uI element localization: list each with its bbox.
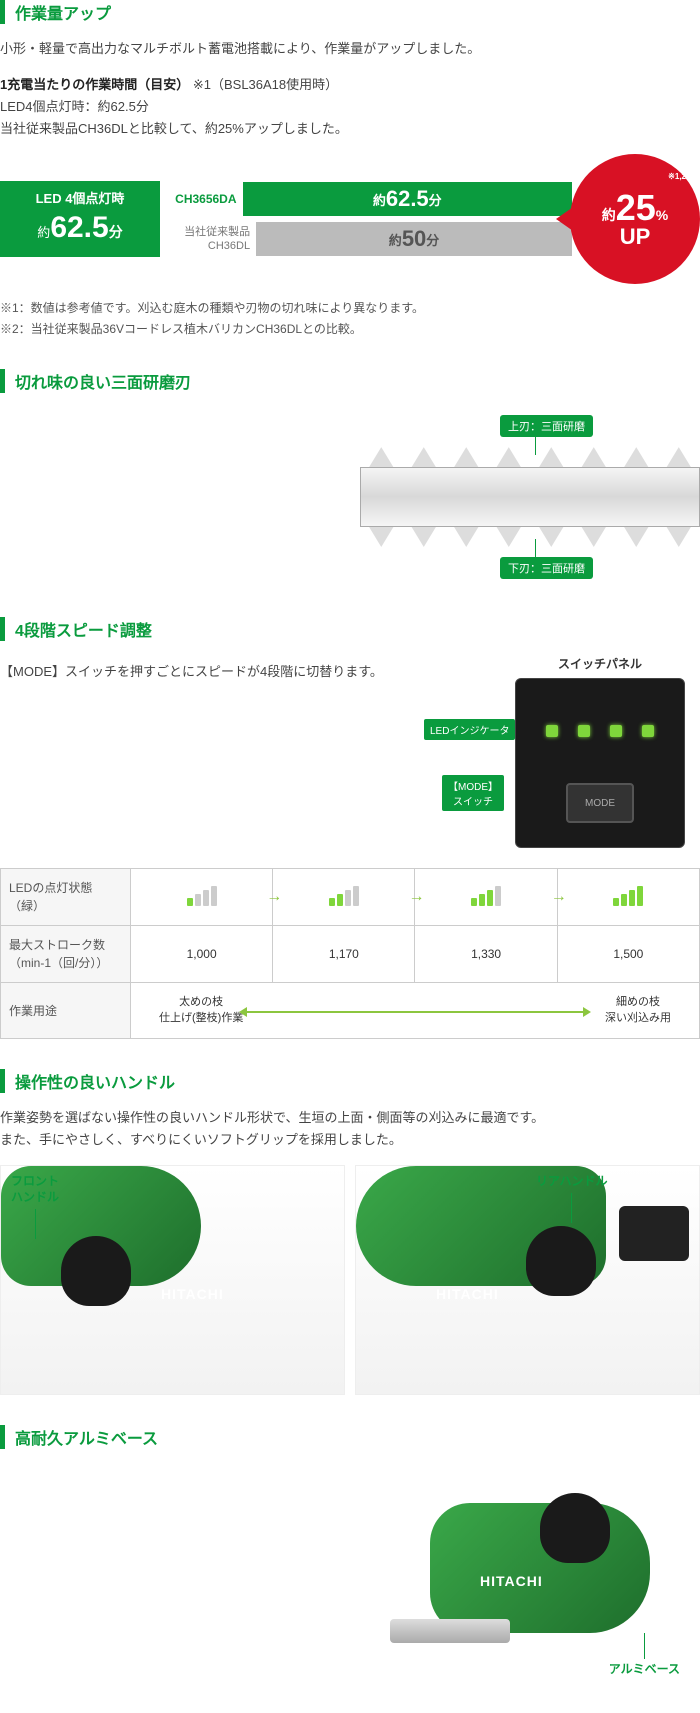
stroke-cell: 1,000 xyxy=(131,926,273,983)
table-row-led: LEDの点灯状態（緑） → → → xyxy=(1,869,700,926)
tag-mode-switch: 【MODE】 スイッチ xyxy=(442,775,504,811)
brand-label: HITACHI xyxy=(161,1286,224,1302)
blade-label-bottom: 下刃：三面研磨 xyxy=(500,557,593,579)
aluminum-base-icon xyxy=(390,1619,510,1643)
row-head-usage: 作業用途 xyxy=(1,983,131,1039)
footnotes: ※1：数値は参考値です。刈込む庭木の種類や刃物の切れ味により異なります。 ※2：… xyxy=(0,298,700,339)
section-title: 操作性の良いハンドル xyxy=(0,1069,700,1093)
percent-up-badge: ※1,2 約25% UP xyxy=(570,154,700,284)
switch-panel-wrap: スイッチパネル LEDインジケータ 【MODE】 スイッチ MODE xyxy=(500,655,700,848)
glove-icon xyxy=(526,1226,596,1296)
teeth-bottom-icon xyxy=(360,527,700,547)
arrow-right-icon: → xyxy=(551,888,567,906)
stroke-cell: 1,170 xyxy=(273,926,415,983)
charge-time-bold: 1充電当たりの作業時間（目安） xyxy=(0,77,189,92)
row-head-led: LEDの点灯状態（緑） xyxy=(1,869,131,926)
brand-label: HITACHI xyxy=(480,1573,543,1589)
usage-right: 細めの枝 深い刈込み用 xyxy=(605,995,671,1026)
charge-time-heading: 1充電当たりの作業時間（目安） ※1（BSL36A18使用時） LED4個点灯時… xyxy=(0,74,700,140)
speed-table: LEDの点灯状態（緑） → → → 最大ストローク数（min-1（回/分）） 1… xyxy=(0,868,700,1039)
callout-line-icon xyxy=(571,1193,572,1223)
stroke-cell: 1,330 xyxy=(415,926,557,983)
section-blade: 切れ味の良い三面研磨刃 上刃：三面研磨 下刃：三面研磨 xyxy=(0,369,700,587)
section-work-volume: 作業量アップ 小形・軽量で高出力なマルチボルト蓄電池搭載により、作業量がアップし… xyxy=(0,0,700,339)
mode-button-icon: MODE xyxy=(566,783,634,823)
bar-label-old: 当社従来製品 CH36DL xyxy=(168,225,256,254)
led-state-4 xyxy=(557,869,699,926)
rear-handle-callout: リアハンドル xyxy=(536,1174,608,1223)
charge-time-note: ※1（BSL36A18使用時） xyxy=(193,77,338,92)
callout-line-icon xyxy=(35,1209,36,1239)
rear-handle-image: リアハンドル HITACHI xyxy=(355,1165,700,1395)
section-handle: 操作性の良いハンドル 作業姿勢を選ばない操作性の良いハンドル形状で、生垣の上面・… xyxy=(0,1069,700,1395)
aluminum-base-image: HITACHI アルミベース xyxy=(360,1463,700,1683)
footnote-2: ※2：当社従来製品36Vコードレス植木バリカンCH36DLとの比較。 xyxy=(0,319,700,339)
glove-icon xyxy=(540,1493,610,1563)
usage-left: 太めの枝 仕上げ(整枝)作業 xyxy=(159,995,243,1026)
section-aluminum-base: 高耐久アルミベース HITACHI アルミベース xyxy=(0,1425,700,1683)
usage-cell: 太めの枝 仕上げ(整枝)作業 細めの枝 深い刈込み用 xyxy=(131,983,700,1039)
badge-up: UP xyxy=(620,226,651,248)
bar-label-new: CH3656DA xyxy=(168,192,243,208)
tag-led-indicator: LEDインジケータ xyxy=(424,719,515,740)
led-bars-icon xyxy=(471,886,501,906)
handle-images: フロント ハンドル HITACHI リアハンドル HITACHI xyxy=(0,1165,700,1395)
led-state-1: → xyxy=(131,869,273,926)
section-title: 作業量アップ xyxy=(0,0,700,24)
section-title: 高耐久アルミベース xyxy=(0,1425,700,1449)
footnote-1: ※1：数値は参考値です。刈込む庭木の種類や刃物の切れ味により異なります。 xyxy=(0,298,700,318)
badge-main-line: 約25% xyxy=(602,190,669,226)
intro-text: 小形・軽量で高出力なマルチボルト蓄電池搭載により、作業量がアップしました。 xyxy=(0,38,700,60)
work-chart: LED 4個点灯時 約62.5分 CH3656DA 約 62.5 分 当社従来製… xyxy=(0,154,700,284)
switch-panel-image: LEDインジケータ 【MODE】 スイッチ MODE xyxy=(515,678,685,848)
front-handle-image: フロント ハンドル HITACHI xyxy=(0,1165,345,1395)
led-box-label: LED 4個点灯時 xyxy=(12,191,148,208)
led-bars-icon xyxy=(329,886,359,906)
blade-diagram: 上刃：三面研磨 下刃：三面研磨 xyxy=(360,407,700,587)
double-arrow-icon xyxy=(245,1011,586,1013)
stroke-cell: 1,500 xyxy=(557,926,699,983)
section-speed: 4段階スピード調整 【MODE】スイッチを押すごとにスピードが4段階に切替ります… xyxy=(0,617,700,1039)
handle-description: 作業姿勢を選ばない操作性の良いハンドル形状で、生垣の上面・側面等の刈込みに最適で… xyxy=(0,1107,700,1151)
callout-line-icon xyxy=(535,539,536,559)
led-box-value: 約62.5分 xyxy=(12,208,148,247)
glove-icon xyxy=(61,1236,131,1306)
speed-description: 【MODE】スイッチを押すごとにスピードが4段階に切替ります。 xyxy=(0,655,480,683)
blade-label-top: 上刃：三面研磨 xyxy=(500,415,593,437)
led-highlight-box: LED 4個点灯時 約62.5分 xyxy=(0,181,160,257)
front-handle-callout: フロント ハンドル xyxy=(11,1174,59,1238)
charge-time-line2: 当社従来製品CH36DLと比較して、約25%アップしました。 xyxy=(0,121,348,136)
aluminum-base-callout: アルミベース xyxy=(609,1633,680,1678)
section-title: 4段階スピード調整 xyxy=(0,617,700,641)
table-row-stroke: 最大ストローク数（min-1（回/分）） 1,000 1,170 1,330 1… xyxy=(1,926,700,983)
blade-body-icon xyxy=(360,467,700,527)
charge-time-line1: LED4個点灯時：約62.5分 xyxy=(0,99,149,114)
arrow-right-icon: → xyxy=(266,888,282,906)
bar-row-old: 当社従来製品 CH36DL 約 50 分 xyxy=(168,222,572,256)
led-bars-icon xyxy=(187,886,217,906)
led-bars-icon xyxy=(613,886,643,906)
panel-title: スイッチパネル xyxy=(500,655,700,672)
badge-note: ※1,2 xyxy=(668,172,686,181)
bar-chart: CH3656DA 約 62.5 分 当社従来製品 CH36DL 約 50 分 xyxy=(168,182,572,256)
section-title: 切れ味の良い三面研磨刃 xyxy=(0,369,700,393)
bar-new: 約 62.5 分 xyxy=(243,182,572,216)
panel-leds-icon xyxy=(546,725,654,737)
callout-line-icon xyxy=(644,1633,645,1659)
led-state-2: → xyxy=(273,869,415,926)
speed-row: 【MODE】スイッチを押すごとにスピードが4段階に切替ります。 スイッチパネル … xyxy=(0,655,700,848)
led-state-3: → xyxy=(415,869,557,926)
brand-label: HITACHI xyxy=(436,1286,499,1302)
row-head-stroke: 最大ストローク数（min-1（回/分）） xyxy=(1,926,131,983)
bar-row-new: CH3656DA 約 62.5 分 xyxy=(168,182,572,216)
battery-icon xyxy=(619,1206,689,1261)
arrow-right-icon: → xyxy=(408,888,424,906)
bar-old: 約 50 分 xyxy=(256,222,572,256)
teeth-top-icon xyxy=(360,447,700,467)
table-row-usage: 作業用途 太めの枝 仕上げ(整枝)作業 細めの枝 深い刈込み用 xyxy=(1,983,700,1039)
